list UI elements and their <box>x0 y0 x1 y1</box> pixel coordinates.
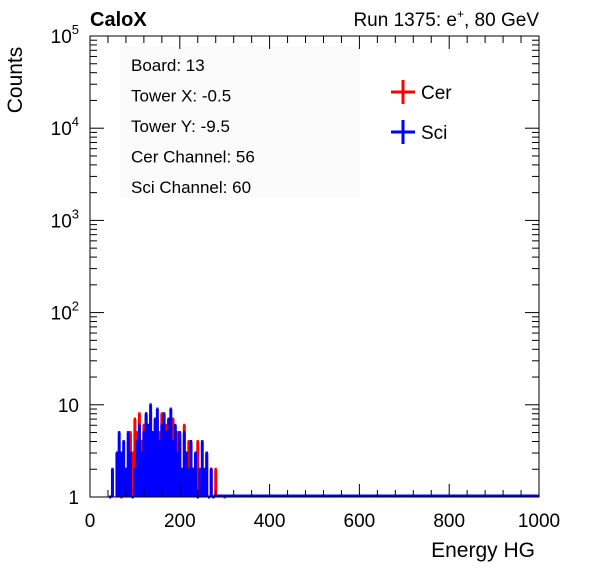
info-box-lines: Board: 13 Tower X: -0.5 Tower Y: -9.5 Cer C… <box>131 56 255 197</box>
x-tick-label: 0 <box>85 511 96 532</box>
legend: Cer Sci <box>391 80 452 144</box>
info-line: Board: 13 <box>131 56 205 75</box>
legend-item-sci: Sci <box>391 120 447 144</box>
info-line: Tower Y: -9.5 <box>131 117 230 136</box>
y-axis-label: Counts <box>4 47 27 114</box>
chart-title-left: CaloX <box>90 9 147 31</box>
x-axis-label: Energy HG <box>431 539 535 562</box>
x-tick-label: 400 <box>254 511 286 532</box>
legend-label: Cer <box>421 83 452 104</box>
series-sci <box>109 403 539 499</box>
x-tick-label: 600 <box>344 511 376 532</box>
info-line: Tower X: -0.5 <box>131 87 231 106</box>
legend-item-cer: Cer <box>391 80 452 104</box>
y-tick-label: 1 <box>68 488 79 509</box>
y-tick-label: 102 <box>51 299 79 325</box>
title-energy-text: , 80 GeV <box>464 10 539 31</box>
y-tick-label: 105 <box>51 22 79 48</box>
y-tick-label: 10 <box>58 396 79 417</box>
x-tick-label: 1000 <box>518 511 560 532</box>
info-line: Sci Channel: 60 <box>131 178 251 197</box>
title-superscript: + <box>457 7 464 21</box>
title-run-text: Run 1375: e <box>353 10 457 31</box>
plot-frame <box>89 35 540 498</box>
x-tick-label: 800 <box>433 511 465 532</box>
axis-layer: 0 200 400 600 800 1000 1 10 102 103 104 105 <box>51 22 561 532</box>
series-layer <box>109 403 539 499</box>
x-tick-label: 200 <box>164 511 196 532</box>
info-line: Cer Channel: 56 <box>131 148 255 167</box>
legend-label: Sci <box>421 123 447 144</box>
info-box <box>120 46 360 198</box>
y-tick-label: 104 <box>51 114 79 140</box>
chart-title-right: Run 1375: e+, 80 GeV <box>353 7 539 31</box>
y-tick-label: 103 <box>51 206 79 232</box>
